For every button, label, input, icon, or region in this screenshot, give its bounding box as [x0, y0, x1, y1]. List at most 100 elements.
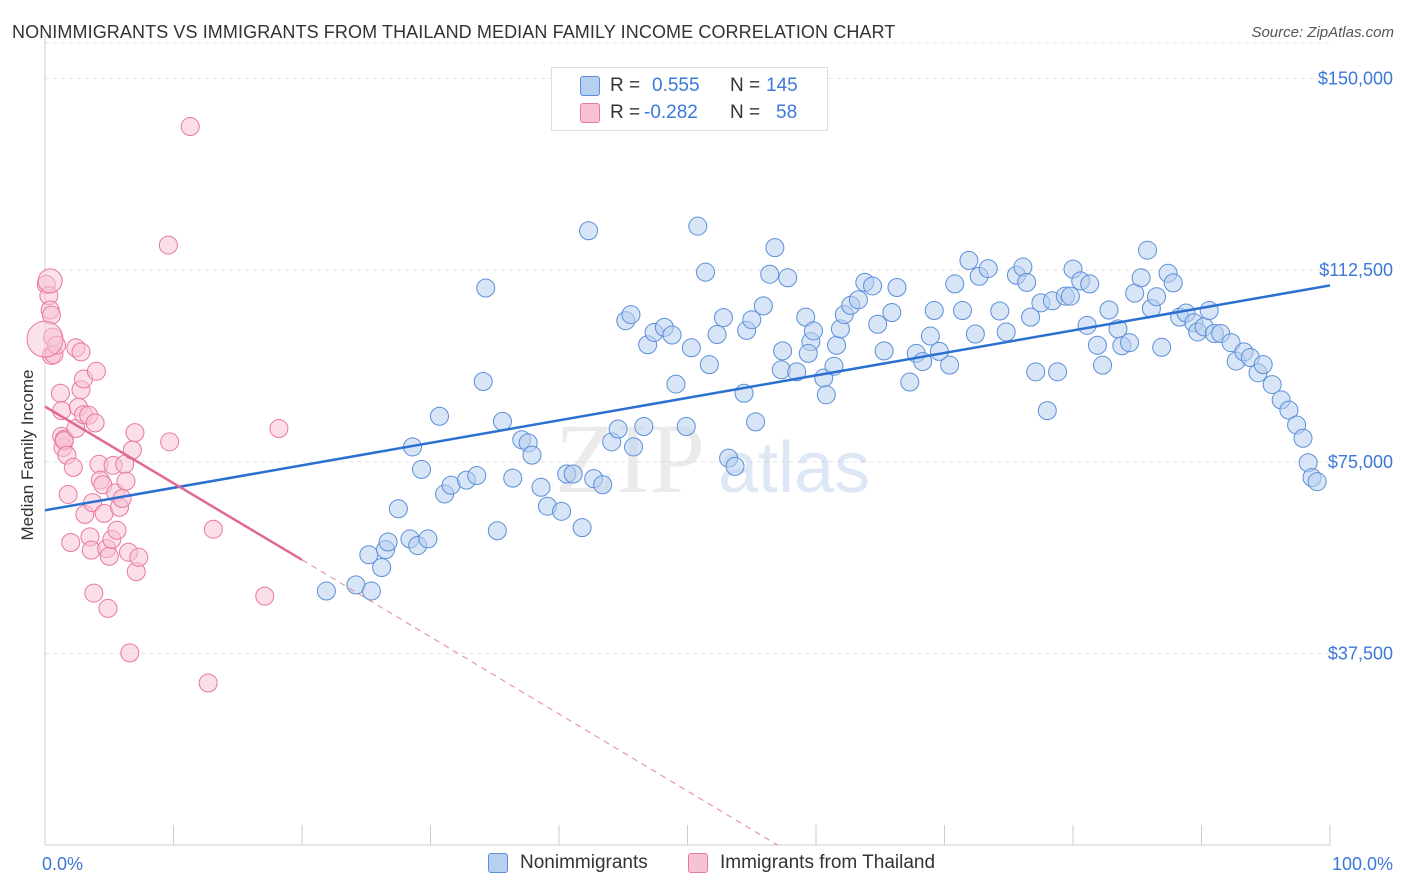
pink-swatch: [580, 103, 600, 123]
point-nonimmigrant: [695, 262, 715, 282]
trend-line-nonimmigrants: [44, 284, 1331, 512]
point-nonimmigrant: [666, 374, 686, 394]
point-nonimmigrant: [773, 341, 793, 361]
point-nonimmigrant: [378, 532, 398, 552]
point-nonimmigrant: [531, 477, 551, 497]
point-thailand: [116, 471, 136, 491]
x-tick-label: 0.0%: [42, 854, 83, 874]
point-nonimmigrant: [920, 326, 940, 346]
point-nonimmigrant: [1253, 355, 1273, 375]
point-thailand: [37, 268, 63, 294]
point-thailand: [198, 673, 218, 693]
point-nonimmigrant: [863, 276, 883, 296]
stat-n-value: 145: [766, 75, 798, 96]
point-nonimmigrant: [699, 355, 719, 375]
point-nonimmigrant: [503, 468, 523, 488]
y-axis-title: Median Family Income: [18, 369, 37, 540]
point-thailand: [120, 643, 140, 663]
point-nonimmigrant: [467, 466, 487, 486]
stat-r-label: R =: [610, 75, 641, 96]
point-nonimmigrant: [1048, 362, 1068, 382]
point-nonimmigrant: [676, 416, 696, 436]
point-nonimmigrant: [952, 300, 972, 320]
point-nonimmigrant: [593, 475, 613, 495]
stat-r-value: -0.282: [644, 102, 698, 123]
source-credit: Source: ZipAtlas.com: [1251, 24, 1394, 41]
point-nonimmigrant: [978, 259, 998, 279]
point-nonimmigrant: [1147, 287, 1167, 307]
point-nonimmigrant: [1307, 472, 1327, 492]
point-nonimmigrant: [868, 314, 888, 334]
point-thailand: [63, 457, 83, 477]
chart-title: NONIMMIGRANTS VS IMMIGRANTS FROM THAILAN…: [12, 22, 896, 42]
stat-n-label: N =: [730, 102, 761, 123]
legend-item-thailand[interactable]: Immigrants from Thailand: [688, 852, 935, 874]
point-nonimmigrant: [473, 372, 493, 392]
point-nonimmigrant: [1262, 375, 1282, 395]
point-nonimmigrant: [1087, 335, 1107, 355]
point-thailand: [61, 532, 81, 552]
point-nonimmigrant: [361, 581, 381, 601]
stats-legend: R = 0.555 N = 145 R = -0.282 N = 58: [551, 67, 828, 131]
point-nonimmigrant: [388, 499, 408, 519]
point-nonimmigrant: [1293, 428, 1313, 448]
point-nonimmigrant: [900, 372, 920, 392]
legend-label: Immigrants from Thailand: [720, 852, 936, 873]
point-nonimmigrant: [940, 355, 960, 375]
stat-r-label: R =: [610, 102, 641, 123]
point-nonimmigrant: [563, 464, 583, 484]
point-nonimmigrant: [552, 501, 572, 521]
point-nonimmigrant: [1199, 300, 1219, 320]
y-tick-label: $112,500: [1319, 260, 1393, 280]
point-nonimmigrant: [753, 296, 773, 316]
point-nonimmigrant: [1093, 355, 1113, 375]
point-thailand: [26, 320, 64, 358]
point-nonimmigrant: [945, 274, 965, 294]
point-nonimmigrant: [1021, 307, 1041, 327]
point-nonimmigrant: [1152, 337, 1172, 357]
point-nonimmigrant: [787, 362, 807, 382]
point-thailand: [129, 547, 149, 567]
point-nonimmigrant: [959, 250, 979, 270]
point-thailand: [58, 484, 78, 504]
point-nonimmigrant: [924, 300, 944, 320]
point-nonimmigrant: [1131, 268, 1151, 288]
point-nonimmigrant: [1037, 401, 1057, 421]
point-nonimmigrant: [372, 558, 392, 578]
point-thailand: [50, 383, 70, 403]
point-thailand: [180, 117, 200, 137]
point-nonimmigrant: [874, 341, 894, 361]
y-tick-label: $75,000: [1328, 452, 1393, 472]
point-thailand: [86, 361, 106, 381]
point-nonimmigrant: [681, 338, 701, 358]
point-nonimmigrant: [1138, 240, 1158, 260]
legend-swatch-blue: [488, 853, 508, 873]
point-nonimmigrant: [429, 406, 449, 426]
point-nonimmigrant: [579, 221, 599, 241]
point-nonimmigrant: [707, 325, 727, 345]
trend-lines: [44, 284, 1331, 846]
point-thailand: [203, 519, 223, 539]
point-nonimmigrant: [760, 264, 780, 284]
point-thailand: [160, 432, 180, 452]
point-nonimmigrant: [990, 301, 1010, 321]
point-nonimmigrant: [742, 310, 762, 330]
point-nonimmigrant: [608, 419, 628, 439]
legend-item-nonimmigrants[interactable]: Nonimmigrants: [488, 852, 648, 874]
point-thailand: [84, 583, 104, 603]
point-nonimmigrant: [1163, 273, 1183, 293]
point-nonimmigrant: [765, 238, 785, 258]
data-points: [26, 117, 1327, 693]
point-nonimmigrant: [621, 305, 641, 325]
point-thailand: [269, 419, 289, 439]
point-nonimmigrant: [816, 385, 836, 405]
stat-r-value: 0.555: [652, 75, 700, 96]
point-nonimmigrant: [662, 325, 682, 345]
point-thailand: [85, 413, 105, 433]
y-tick-label: $150,000: [1318, 69, 1393, 89]
axis-labels: $37,500 $75,000 $112,500 $150,000 0.0% 100.0%…: [18, 69, 1393, 875]
point-nonimmigrant: [882, 303, 902, 323]
point-nonimmigrant: [725, 456, 745, 476]
point-nonimmigrant: [746, 412, 766, 432]
point-nonimmigrant: [1279, 400, 1299, 420]
